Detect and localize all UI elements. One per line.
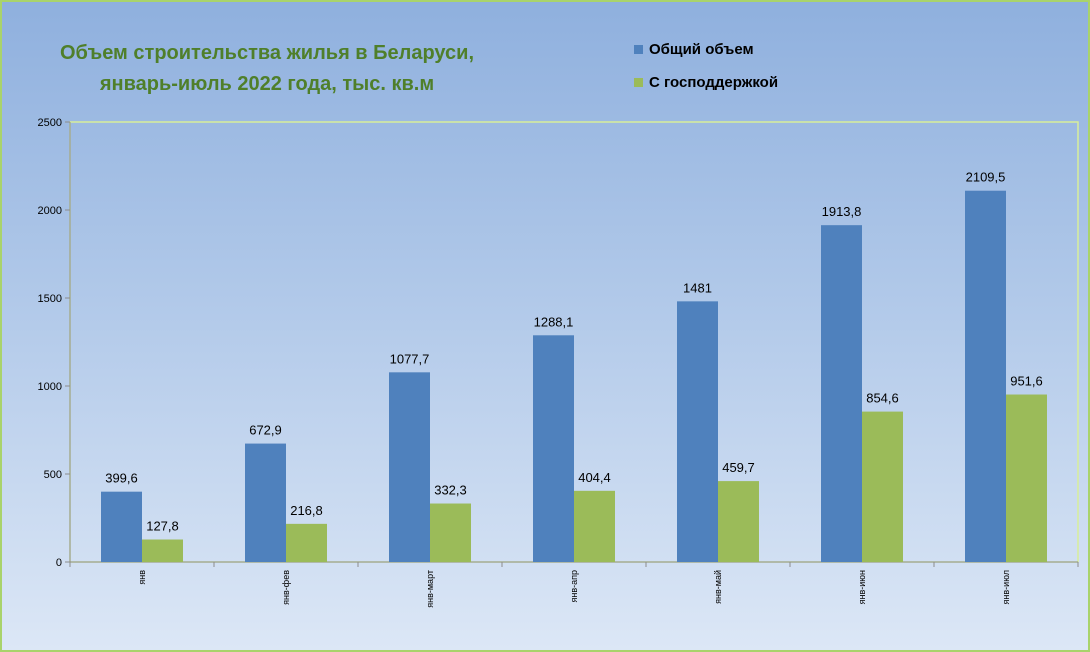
x-tick-label: янв-июн — [857, 570, 867, 604]
x-tick-label: янв-фев — [281, 570, 291, 605]
data-label: 951,6 — [1010, 374, 1043, 389]
data-label: 404,4 — [578, 470, 611, 485]
x-tick-label: янв-март — [425, 570, 435, 608]
chart-title-line-2: январь-июль 2022 года, тыс. кв.м — [99, 73, 435, 95]
legend-label-state-support: С господдержкой — [649, 73, 779, 91]
data-label: 854,6 — [866, 391, 899, 406]
data-label: 127,8 — [146, 519, 179, 534]
data-label: 2109,5 — [966, 170, 1006, 185]
y-tick-label: 2500 — [38, 117, 62, 129]
y-tick-label: 1000 — [38, 381, 62, 393]
x-tick-label: янв — [137, 570, 147, 585]
bar-state-support — [142, 539, 183, 562]
data-label: 1077,7 — [390, 351, 430, 366]
data-label: 672,9 — [249, 423, 282, 438]
bar-total — [677, 301, 718, 562]
data-label: 459,7 — [722, 460, 755, 475]
bar-total — [389, 372, 430, 562]
chart-title: Объем строительства жилья в Беларуси, ян… — [32, 38, 502, 100]
bar-total — [965, 190, 1006, 562]
chart-legend: Общий объем С господдержкой — [634, 39, 778, 105]
legend-label-total: Общий объем — [649, 40, 754, 58]
x-tick-label: янв-апр — [569, 570, 579, 603]
legend-swatch-total — [634, 44, 643, 54]
data-label: 1481 — [683, 280, 712, 295]
y-tick-label: 500 — [44, 469, 62, 481]
data-label: 1913,8 — [822, 204, 862, 219]
bar-state-support — [862, 411, 903, 562]
bar-total — [821, 225, 862, 562]
y-tick-label: 1500 — [38, 293, 62, 305]
bar-state-support — [718, 481, 759, 562]
x-tick-label: янв-июл — [1001, 570, 1011, 604]
data-label: 399,6 — [105, 471, 138, 486]
chart-title-line-1: Объем строительства жилья в Беларуси, — [59, 42, 475, 64]
bar-state-support — [1006, 394, 1047, 562]
legend-swatch-state-support — [634, 77, 643, 87]
bar-total — [245, 443, 286, 562]
x-tick-label: янв-май — [713, 570, 723, 604]
y-tick-label: 2000 — [38, 205, 62, 217]
legend-item-state-support: С господдержкой — [634, 72, 778, 92]
bar-state-support — [430, 503, 471, 562]
data-label: 332,3 — [434, 483, 467, 498]
bar-state-support — [574, 490, 615, 562]
bar-total — [101, 491, 142, 562]
legend-item-total: Общий объем — [634, 39, 778, 59]
bar-state-support — [286, 523, 327, 562]
data-label: 1288,1 — [534, 314, 574, 329]
bar-total — [533, 335, 574, 562]
y-tick-label: 0 — [56, 557, 62, 569]
data-label: 216,8 — [290, 503, 323, 518]
